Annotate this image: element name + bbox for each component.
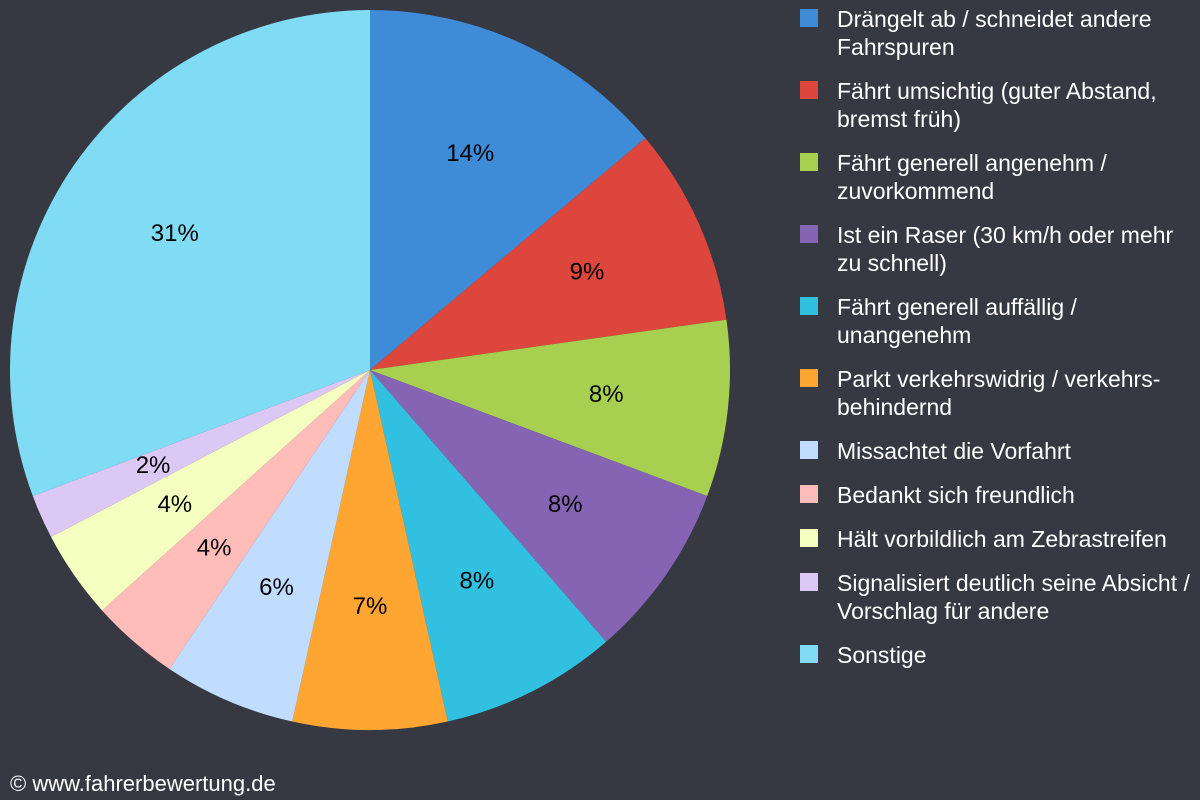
pie-slice bbox=[9, 10, 370, 497]
slice-label: 8% bbox=[460, 568, 495, 595]
slice-label: 14% bbox=[446, 140, 494, 167]
legend-label: Fährt generell auffällig / unangenehm bbox=[837, 294, 1077, 348]
legend-label: Fährt generell angenehm / zuvorkommend bbox=[837, 150, 1107, 204]
legend-swatch bbox=[800, 9, 818, 27]
pie-slice bbox=[370, 370, 708, 642]
legend-swatch bbox=[800, 529, 818, 547]
pie-slice bbox=[370, 138, 727, 370]
legend-label: Ist ein Raser (30 km/h oder mehr zu schn… bbox=[837, 222, 1174, 276]
pie-slice bbox=[370, 319, 731, 497]
pie-slice bbox=[32, 370, 371, 537]
chart: 14% 9% 8% 8% 8% 7% 6% 4%4% 2% 31% bbox=[9, 10, 731, 731]
legend-item: Bedankt sich freundlich bbox=[800, 481, 1195, 509]
legend: Drängelt ab / schneidet andere Fahrspure… bbox=[800, 5, 1195, 669]
legend-item: Fährt generell auffällig / unangenehm bbox=[800, 293, 1195, 349]
slice-label: 8% bbox=[589, 381, 624, 408]
legend-item: Missachtet die Vorfahrt bbox=[800, 437, 1195, 465]
legend-item: Drängelt ab / schneidet andere Fahrspure… bbox=[800, 5, 1195, 61]
legend-item: Ist ein Raser (30 km/h oder mehr zu schn… bbox=[800, 221, 1195, 277]
legend-label: Parkt verkehrswidrig / verkehrs-behinder… bbox=[837, 366, 1161, 420]
legend-label: Fährt umsichtig (guter Abstand, bremst f… bbox=[837, 78, 1157, 132]
pie-slice bbox=[51, 370, 370, 611]
slice-label: 6% bbox=[259, 574, 294, 601]
legend-item: Hält vorbildlich am Zebrastreifen bbox=[800, 525, 1195, 553]
legend-label: Missachtet die Vorfahrt bbox=[837, 438, 1071, 464]
pie-slice bbox=[292, 370, 448, 731]
legend-item: Fährt generell angenehm / zuvorkommend bbox=[800, 149, 1195, 205]
slice-label: 8% bbox=[548, 491, 583, 518]
legend-swatch bbox=[800, 153, 818, 171]
legend-swatch bbox=[800, 297, 818, 315]
legend-swatch bbox=[800, 369, 818, 387]
legend-swatch bbox=[800, 485, 818, 503]
legend-swatch bbox=[800, 225, 818, 243]
slice-label: 4% bbox=[157, 491, 192, 518]
legend-swatch bbox=[800, 441, 818, 459]
legend-swatch bbox=[800, 645, 818, 663]
pie-slice bbox=[169, 370, 370, 722]
legend-label: Sonstige bbox=[837, 642, 927, 668]
legend-item: Signalisiert deutlich seine Absicht / Vo… bbox=[800, 569, 1195, 625]
legend-label: Signalisiert deutlich seine Absicht / Vo… bbox=[837, 570, 1190, 624]
legend-item: Fährt umsichtig (guter Abstand, bremst f… bbox=[800, 77, 1195, 133]
pie-slice bbox=[370, 10, 646, 370]
slice-label: 7% bbox=[353, 593, 388, 620]
pie-slice bbox=[370, 370, 607, 722]
legend-item: Parkt verkehrswidrig / verkehrs-behinder… bbox=[800, 365, 1195, 421]
slice-label: 31% bbox=[151, 220, 199, 247]
slice-label: 9% bbox=[570, 258, 605, 285]
legend-swatch bbox=[800, 573, 818, 591]
legend-label: Hält vorbildlich am Zebrastreifen bbox=[837, 526, 1167, 552]
legend-swatch bbox=[800, 81, 818, 99]
slice-label: 2% bbox=[136, 452, 171, 479]
footer: © www.fahrerbewertung.de bbox=[10, 771, 276, 796]
legend-item: Sonstige bbox=[800, 641, 1195, 669]
slice-label: 4% bbox=[197, 535, 232, 562]
legend-label: Drängelt ab / schneidet andere Fahrspure… bbox=[837, 6, 1152, 60]
pie-slice bbox=[101, 370, 370, 669]
legend-label: Bedankt sich freundlich bbox=[837, 482, 1075, 508]
